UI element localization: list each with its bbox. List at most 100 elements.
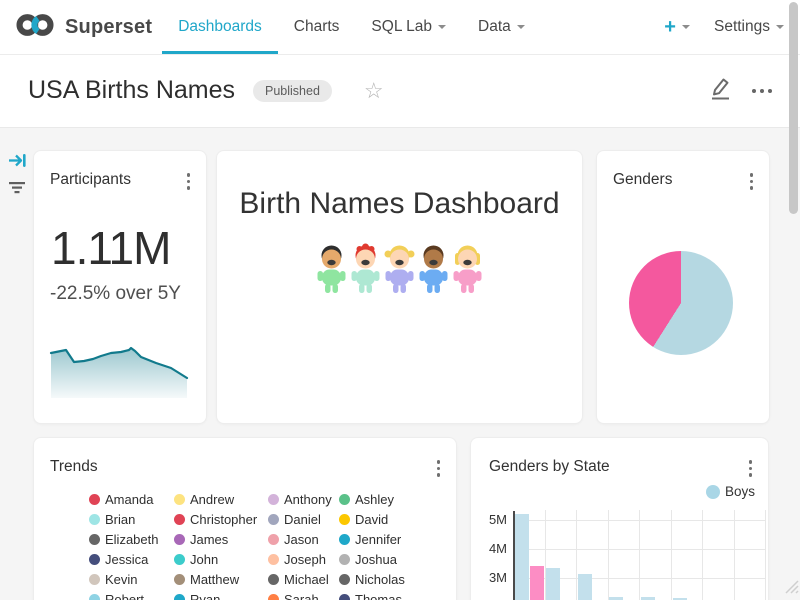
legend-item-ashley[interactable]: Ashley <box>339 492 394 507</box>
legend-item-ryan[interactable]: Ryan <box>174 592 220 600</box>
legend-label: Elizabeth <box>105 532 158 547</box>
legend-label: Jennifer <box>355 532 401 547</box>
legend-item-joshua[interactable]: Joshua <box>339 552 397 567</box>
legend-label: Thomas <box>355 592 402 600</box>
legend-label: Robert <box>105 592 144 600</box>
legend-item-robert[interactable]: Robert <box>89 592 144 600</box>
favorite-star-icon[interactable]: ☆ <box>364 80 384 102</box>
legend-label: Joshua <box>355 552 397 567</box>
legend-item-david[interactable]: David <box>339 512 388 527</box>
legend-dot <box>339 554 350 565</box>
main-nav-menu: DashboardsChartsSQL LabData <box>162 0 541 54</box>
legend-dot <box>174 534 185 545</box>
legend-item-james[interactable]: James <box>174 532 228 547</box>
bar-chart-plot-area: 5M4M3M <box>471 438 768 600</box>
chevron-down-icon <box>776 25 784 33</box>
brand-name: Superset <box>65 16 152 39</box>
bar <box>546 568 560 600</box>
legend-label: Nicholas <box>355 572 405 587</box>
legend-label: Michael <box>284 572 329 587</box>
legend-label: Matthew <box>190 572 239 587</box>
legend-item-anthony[interactable]: Anthony <box>268 492 332 507</box>
legend-dot <box>339 574 350 585</box>
edit-pencil-icon[interactable] <box>708 75 732 106</box>
legend-label: Jason <box>284 532 319 547</box>
legend-dot <box>89 514 100 525</box>
legend-dot <box>339 534 350 545</box>
legend-dot <box>268 514 279 525</box>
kid-figure <box>349 243 382 295</box>
kebab-menu-icon[interactable] <box>435 458 443 479</box>
new-button[interactable]: + <box>664 17 690 37</box>
filter-funnel-icon[interactable] <box>8 181 26 201</box>
dashboard-title: USA Births Names <box>28 76 235 105</box>
trends-card: Trends Amanda Andrew Anthony Ashley Bria… <box>33 437 457 600</box>
nav-item-sql-lab[interactable]: SQL Lab <box>355 0 462 54</box>
navbar-right: + Settings <box>664 0 784 54</box>
legend-label: Amanda <box>105 492 153 507</box>
bar <box>578 574 592 600</box>
dashboard-header-right <box>708 54 776 127</box>
legend-dot <box>174 514 185 525</box>
legend-dot <box>339 514 350 525</box>
legend-dot <box>89 594 100 600</box>
chevron-down-icon <box>517 25 525 33</box>
legend-item-matthew[interactable]: Matthew <box>174 572 239 587</box>
nav-item-charts[interactable]: Charts <box>278 0 356 54</box>
legend-label: Sarah <box>284 592 319 600</box>
participants-card: Participants 1.11M -22.5% over 5Y <box>33 150 207 424</box>
chevron-down-icon <box>438 25 446 33</box>
legend-label: Ryan <box>190 592 220 600</box>
chart-title: Genders <box>613 171 672 189</box>
vertical-scrollbar[interactable] <box>789 2 798 214</box>
superset-logo[interactable]: Superset <box>14 0 152 54</box>
resize-grip-icon[interactable] <box>781 576 799 599</box>
expand-filter-bar-icon[interactable] <box>8 151 28 175</box>
markdown-card: Birth Names Dashboard <box>216 150 583 424</box>
kebab-menu-icon[interactable] <box>185 171 193 192</box>
nav-item-dashboards[interactable]: Dashboards <box>162 0 278 54</box>
big-number-subheader: -22.5% over 5Y <box>50 283 181 305</box>
legend-dot <box>89 574 100 585</box>
legend-item-nicholas[interactable]: Nicholas <box>339 572 405 587</box>
legend-item-joseph[interactable]: Joseph <box>268 552 326 567</box>
legend-dot <box>89 554 100 565</box>
kebab-menu-icon[interactable] <box>748 171 756 192</box>
legend-item-elizabeth[interactable]: Elizabeth <box>89 532 158 547</box>
chevron-down-icon <box>682 25 690 33</box>
legend-label: Kevin <box>105 572 138 587</box>
trendline-sparkline <box>49 346 191 398</box>
settings-menu[interactable]: Settings <box>714 18 784 36</box>
legend-dot <box>89 534 100 545</box>
legend-item-andrew[interactable]: Andrew <box>174 492 234 507</box>
legend-label: Daniel <box>284 512 321 527</box>
legend-item-brian[interactable]: Brian <box>89 512 135 527</box>
big-number-value: 1.11M <box>51 221 170 275</box>
legend-item-john[interactable]: John <box>174 552 218 567</box>
genders-by-state-card: Genders by State Boys 5M4M3M <box>470 437 769 600</box>
dashboard-header: USA Births Names Published ☆ <box>0 54 800 128</box>
legend-item-daniel[interactable]: Daniel <box>268 512 321 527</box>
legend-item-jessica[interactable]: Jessica <box>89 552 148 567</box>
legend-item-jennifer[interactable]: Jennifer <box>339 532 401 547</box>
legend-dot <box>268 594 279 600</box>
legend-item-thomas[interactable]: Thomas <box>339 592 402 600</box>
kid-figure <box>383 243 416 295</box>
legend-item-amanda[interactable]: Amanda <box>89 492 153 507</box>
legend-dot <box>268 554 279 565</box>
legend-label: John <box>190 552 218 567</box>
more-actions-ellipsis-icon[interactable] <box>748 85 776 97</box>
nav-item-data[interactable]: Data <box>462 0 541 54</box>
published-badge: Published <box>253 80 332 102</box>
legend-label: David <box>355 512 388 527</box>
legend-dot <box>174 594 185 600</box>
legend-label: James <box>190 532 228 547</box>
legend-label: Anthony <box>284 492 332 507</box>
legend-item-kevin[interactable]: Kevin <box>89 572 138 587</box>
legend-item-michael[interactable]: Michael <box>268 572 329 587</box>
legend-dot <box>339 594 350 600</box>
legend-label: Christopher <box>190 512 257 527</box>
legend-item-jason[interactable]: Jason <box>268 532 319 547</box>
legend-item-sarah[interactable]: Sarah <box>268 592 319 600</box>
legend-item-christopher[interactable]: Christopher <box>174 512 257 527</box>
